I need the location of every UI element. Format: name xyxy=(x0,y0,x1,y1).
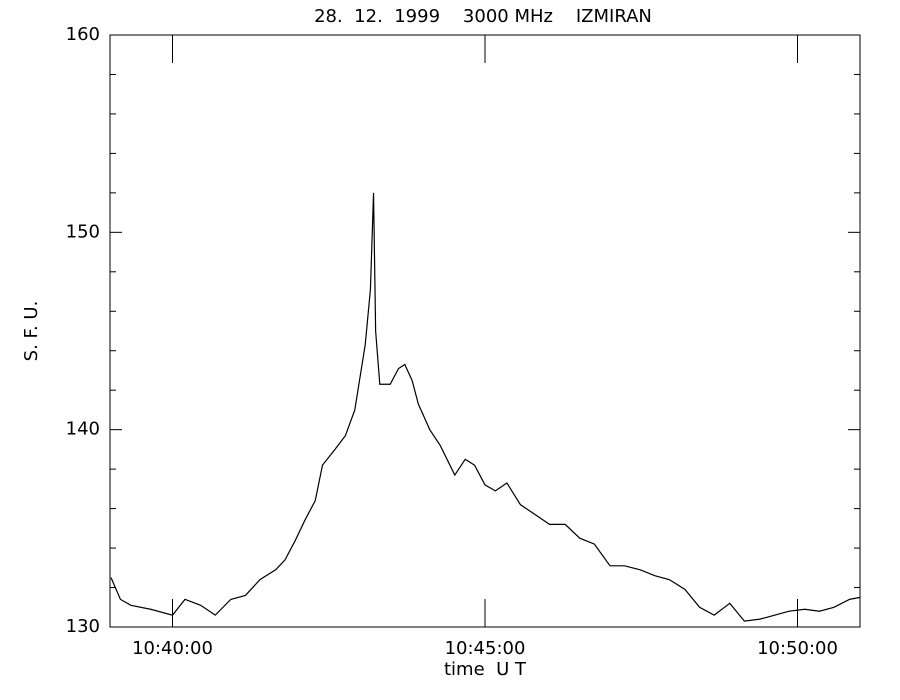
y-tick-label: 140 xyxy=(66,419,100,440)
y-tick-label: 160 xyxy=(66,24,100,45)
y-tick-label: 130 xyxy=(66,616,100,637)
y-tick-label: 150 xyxy=(66,221,100,242)
chart-title: 28. 12. 1999 3000 MHz IZMIRAN xyxy=(314,6,652,27)
x-tick-label: 10:45:00 xyxy=(445,638,526,659)
data-line xyxy=(110,192,861,622)
x-axis-label: time U T xyxy=(444,659,527,680)
y-axis-label: S. F. U. xyxy=(21,301,42,362)
x-tick-label: 10:40:00 xyxy=(132,638,213,659)
x-tick-label: 10:50:00 xyxy=(757,638,838,659)
